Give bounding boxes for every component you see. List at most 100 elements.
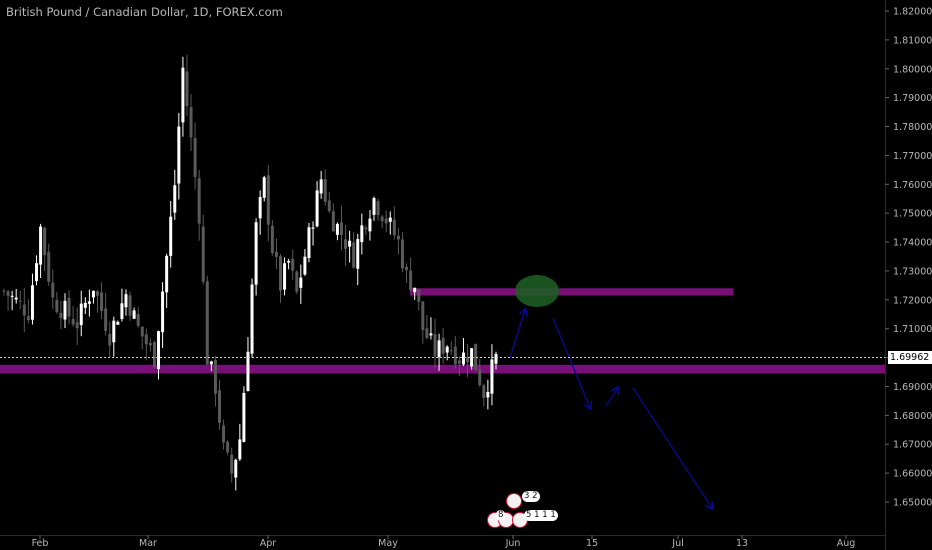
x-tick-label: Jul	[671, 538, 683, 549]
y-tick-label: 1.72000	[893, 295, 932, 306]
candle-body	[152, 342, 156, 368]
candle-body	[449, 350, 453, 352]
candle-body	[201, 226, 205, 282]
candle-body	[181, 67, 185, 123]
y-tick-label: 1.79000	[893, 93, 932, 104]
candle-body	[238, 439, 242, 460]
candle-body	[303, 256, 307, 275]
candle-body	[35, 263, 39, 282]
candle-body	[250, 284, 254, 354]
candle-body	[108, 333, 112, 346]
candle-body	[331, 211, 335, 232]
candle-body	[242, 393, 246, 442]
candle-body	[380, 216, 384, 222]
target-ellipse[interactable]	[515, 275, 559, 307]
flag-icon	[506, 493, 522, 509]
y-tick-label: 1.67000	[893, 440, 932, 451]
economic-events-badges[interactable]: 3 2 8 5 1 1 1	[484, 488, 564, 532]
x-tick-label: 15	[586, 538, 598, 549]
candle-body	[213, 360, 217, 394]
candle-body	[466, 356, 470, 363]
candle-body	[405, 266, 409, 271]
candle-body	[470, 348, 474, 367]
candle-body	[116, 321, 120, 325]
candle-body	[75, 322, 79, 329]
candle-body	[254, 222, 258, 285]
candle-body	[335, 223, 339, 235]
candle-body	[278, 256, 282, 291]
candle-body	[14, 297, 18, 300]
candle-body	[148, 343, 152, 346]
candle-body	[384, 218, 388, 224]
candle-body	[67, 297, 71, 317]
candle-body	[356, 239, 360, 269]
candle-body	[22, 304, 26, 316]
y-tick-label: 1.66000	[893, 469, 932, 480]
candle-body	[230, 454, 234, 474]
candle-body	[409, 270, 413, 291]
y-tick-label: 1.74000	[893, 238, 932, 249]
candle-body	[266, 175, 270, 225]
chart-title: British Pound / Canadian Dollar, 1D, FOR…	[6, 5, 283, 19]
resistance-zone[interactable]	[410, 288, 733, 296]
candle-body	[474, 343, 478, 371]
projection-arrow[interactable]	[552, 317, 590, 408]
candle-body	[299, 277, 303, 288]
x-tick-label: May	[378, 538, 398, 549]
projection-arrow[interactable]	[605, 388, 618, 407]
candle-body	[189, 107, 193, 138]
candle-body	[319, 179, 323, 194]
event-count-badge: 5 1 1 1	[524, 510, 558, 521]
candle-body	[388, 217, 392, 222]
candle-body	[400, 239, 404, 269]
y-tick-label: 1.78000	[893, 122, 932, 133]
candle-body	[26, 315, 30, 321]
candle-body	[144, 334, 148, 345]
projection-arrow[interactable]	[632, 387, 712, 508]
candle-body	[421, 301, 425, 331]
candle-body	[104, 308, 108, 331]
candle-body	[140, 326, 144, 337]
candle-body	[270, 225, 274, 254]
candle-body	[486, 391, 490, 398]
candle-body	[71, 318, 75, 325]
candle-body	[360, 225, 364, 243]
candle-body	[222, 425, 226, 443]
y-tick-label: 1.77000	[893, 151, 932, 162]
candle-body	[124, 294, 128, 308]
candle-body	[83, 302, 87, 308]
candle-body	[100, 292, 104, 311]
candle-body	[161, 291, 165, 333]
candle-body	[453, 346, 457, 365]
y-tick-label: 1.81000	[893, 35, 932, 46]
candle-body	[132, 310, 136, 319]
x-tick-label: 13	[736, 538, 748, 549]
projection-arrow[interactable]	[509, 310, 525, 359]
x-tick-label: Feb	[32, 538, 49, 549]
candle-body	[165, 255, 169, 293]
candle-body	[425, 328, 429, 339]
candle-body	[6, 291, 10, 296]
candle-body	[43, 227, 47, 256]
candle-body	[120, 303, 124, 320]
candle-body	[112, 320, 116, 343]
x-tick-label: Mar	[139, 538, 157, 549]
last-price-label: 1.69962	[888, 351, 932, 364]
candle-body	[18, 300, 22, 302]
candle-body	[128, 295, 132, 316]
y-tick-label: 1.73000	[893, 266, 932, 277]
candle-body	[197, 178, 201, 224]
candle-body	[396, 235, 400, 240]
support-zone[interactable]	[0, 364, 885, 374]
candle-body	[376, 201, 380, 216]
candle-body	[461, 352, 465, 365]
candle-body	[417, 289, 421, 302]
candle-body	[91, 290, 95, 298]
candle-body	[136, 314, 140, 326]
candle-body	[339, 222, 343, 235]
candle-body	[344, 239, 348, 249]
x-tick-label: Aug	[837, 538, 856, 549]
candle-body	[262, 177, 266, 198]
candle-body	[494, 354, 498, 364]
